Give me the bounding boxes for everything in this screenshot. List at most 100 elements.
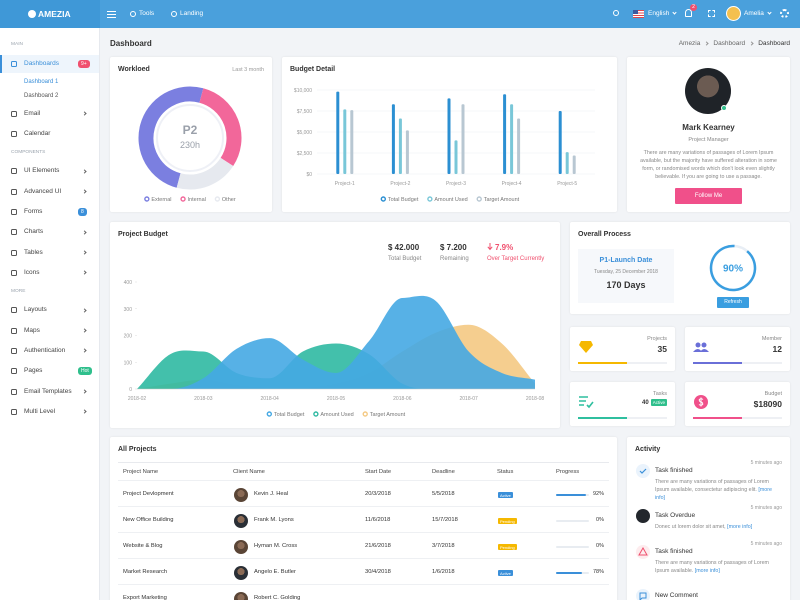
client-avatar <box>234 592 248 600</box>
row-rule <box>118 558 609 559</box>
projects-card: All Projects Project Name Client Name Start… <box>110 437 617 600</box>
project-name: Export Marketing <box>123 595 167 600</box>
activity-text-body: There are many variations of passages of… <box>655 479 769 493</box>
menu-item[interactable]: Email Templates <box>24 387 72 395</box>
x-tick-label: 2018-07 <box>459 396 478 402</box>
menu-item[interactable]: Calendar <box>24 129 51 137</box>
chevron <box>82 348 87 354</box>
donut-center-title: P2 <box>183 123 198 137</box>
menu-item[interactable]: Dashboards <box>24 59 60 67</box>
menu-item[interactable]: Layouts <box>24 306 47 314</box>
breadcrumb-item[interactable]: Dashboard <box>713 40 746 47</box>
active-bg <box>0 54 99 73</box>
chevron <box>82 270 87 275</box>
language[interactable]: English <box>648 10 670 17</box>
menu-icon <box>11 368 17 375</box>
menu-badge: 8 <box>78 207 87 216</box>
deadline: 5/5/2018 <box>432 491 455 497</box>
menu-item[interactable]: Forms <box>24 207 43 215</box>
more-info-link[interactable]: [more info] <box>655 487 772 501</box>
x-tick-label: Project-5 <box>557 181 577 187</box>
legend-label: Total Budget <box>274 412 305 418</box>
donut-center-value: 230h <box>180 140 200 150</box>
menu-item[interactable]: Advanced UI <box>24 187 62 195</box>
progress-track <box>556 546 589 548</box>
bar <box>454 140 458 174</box>
menu-item[interactable]: UI Elements <box>24 167 60 175</box>
stat-card: Projects 35 <box>570 327 675 371</box>
x-tick-label: Project-1 <box>335 181 355 187</box>
profile-name: Mark Kearney <box>682 123 735 132</box>
graphic <box>579 341 593 353</box>
inner-ring <box>156 104 224 172</box>
menu-item[interactable]: Authentication <box>24 346 66 354</box>
progress-track <box>556 520 589 522</box>
stat-value-row: 35 <box>658 344 667 354</box>
submenu-item[interactable]: Dashboard 1 <box>24 78 59 85</box>
breadcrumb-item[interactable]: Dashboard <box>758 40 790 47</box>
refresh-button[interactable]: Refresh <box>717 297 749 308</box>
profile-card: Mark Kearney Project Manager There are man… <box>627 57 790 212</box>
menu-item[interactable]: Email <box>24 109 41 117</box>
row-rule <box>118 532 609 533</box>
chevron <box>82 409 87 414</box>
submenu-item[interactable]: Dashboard 2 <box>24 92 59 99</box>
menu-icon <box>11 249 17 256</box>
column-header: Progress <box>556 469 580 475</box>
legend-label: Amount Used <box>320 412 353 418</box>
menu-item[interactable]: Pages <box>24 367 43 375</box>
legend-label: Target Amount <box>484 197 520 203</box>
graphic <box>487 243 493 251</box>
activity-icon <box>638 546 648 556</box>
bar <box>558 111 562 174</box>
menu-item[interactable]: Multi Level <box>24 407 56 415</box>
menu-icon-line <box>107 11 116 12</box>
legend-marker <box>266 411 273 417</box>
nav-item[interactable]: Landing <box>180 10 204 17</box>
bar <box>517 118 521 174</box>
menu-icon <box>11 229 17 236</box>
activity-time: 5 minutes ago <box>750 541 782 547</box>
user-name[interactable]: Amelia <box>744 10 764 17</box>
more-info-link[interactable]: [more info] <box>694 568 720 574</box>
client-name: Kevin J. Heal <box>254 491 289 497</box>
y-tick-label: $0 <box>306 172 312 178</box>
more-info-link[interactable]: [more info] <box>727 524 753 530</box>
y-tick-label: $7,500 <box>297 109 313 115</box>
x-tick-label: 2018-06 <box>393 396 412 402</box>
breadcrumb-separator <box>704 41 709 46</box>
column-header: Project Name <box>123 469 159 475</box>
breadcrumb-item[interactable]: Amezia <box>678 40 701 47</box>
page-title: Dashboard <box>110 39 152 48</box>
menu-item[interactable]: Charts <box>24 228 44 236</box>
menu-item[interactable]: Tables <box>24 248 43 256</box>
menu-item[interactable]: Icons <box>24 268 40 276</box>
graphic <box>693 342 709 352</box>
stat-bar <box>578 362 627 364</box>
row-rule <box>118 584 609 585</box>
follow-button[interactable]: Follow Me <box>675 188 742 204</box>
nav-item[interactable]: Tools <box>139 10 155 17</box>
client-avatar <box>234 488 248 502</box>
legend-marker <box>362 411 368 417</box>
menu-icon-line <box>107 14 116 15</box>
chevron <box>82 111 87 116</box>
menu-icon <box>11 269 17 276</box>
menu-item[interactable]: Maps <box>24 326 40 334</box>
graphic <box>694 395 708 409</box>
stat-value: 35 <box>657 344 667 354</box>
activity-time: 5 minutes ago <box>750 505 782 511</box>
activity-card: Activity Task finished 5 minutes ago There … <box>627 437 790 600</box>
section-title: MAIN <box>11 42 23 47</box>
bar <box>565 152 569 174</box>
deadline: 15/7/2018 <box>432 517 458 523</box>
menu-icon <box>11 307 17 314</box>
menu-badge: Hot <box>78 367 92 376</box>
stat-bar <box>693 362 742 364</box>
legend-label: External <box>151 197 171 203</box>
menu-icon <box>11 130 17 137</box>
launch-box: P1-Launch Date Tuesday, 25 December 2018 1… <box>578 249 674 303</box>
budget-detail-card: Budget Detail $0 $2,500 $5,000 $7,500 $10,000… <box>282 57 617 212</box>
